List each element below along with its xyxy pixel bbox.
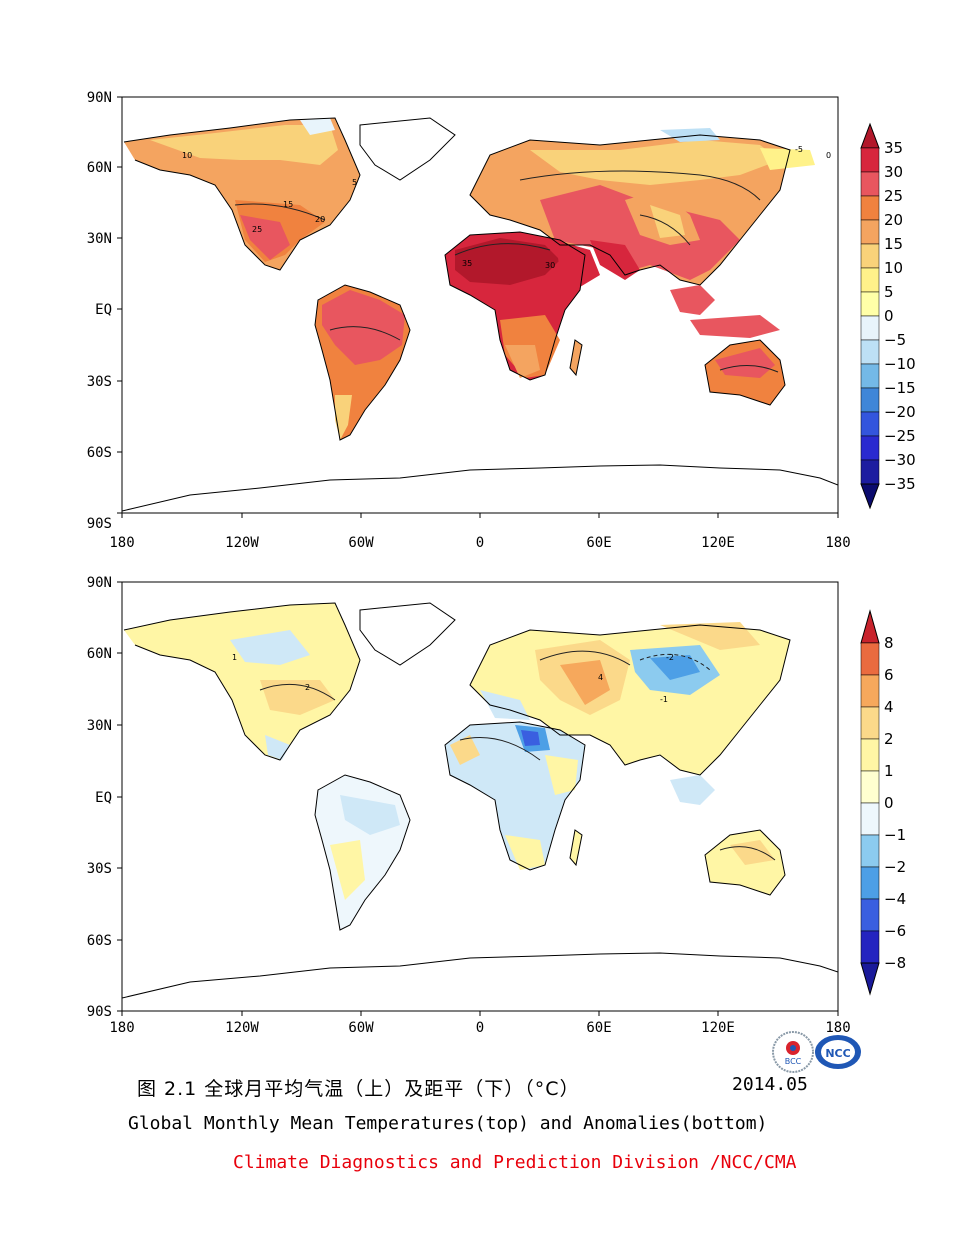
contour-label: 2 xyxy=(305,683,310,692)
contour-label: 20 xyxy=(315,215,325,224)
bottom-lon-label: 120E xyxy=(701,1020,735,1036)
bottom-lon-label: 180 xyxy=(825,1020,850,1036)
top-lat-label: 30S xyxy=(87,374,112,390)
figure-caption-chinese: 图 2.1 全球月平均气温（上）及距平（下）（°C） xyxy=(137,1078,580,1100)
contour-label: -2 xyxy=(666,653,674,662)
bottom-lon-label: 60W xyxy=(348,1020,374,1036)
bottom-contour-labels: 4 2 1 -1 -2 xyxy=(232,653,674,704)
bottom-anomaly-fill xyxy=(122,602,838,999)
ncc-logo-text: NCC xyxy=(825,1047,850,1060)
top-colorbar-labels: 35 30 25 20 15 10 5 0 −5 −10 −15 −20 −25… xyxy=(884,139,916,493)
contour-label: 1 xyxy=(232,653,237,662)
figure-date: 2014.05 xyxy=(732,1074,808,1095)
top-contour-labels: 35 30 25 20 15 10 5 -5 0 xyxy=(182,145,831,270)
top-lat-label: 30N xyxy=(87,231,112,247)
contour-label: -5 xyxy=(795,145,803,154)
bottom-lon-label: 0 xyxy=(476,1020,484,1036)
colorbar-label: 0 xyxy=(884,794,894,812)
colorbar-label: 4 xyxy=(884,698,894,716)
contour-label: 15 xyxy=(283,200,293,209)
top-lon-label: 120W xyxy=(225,535,259,551)
top-temperature-fill xyxy=(122,117,838,512)
top-lon-label: 60E xyxy=(586,535,611,551)
top-lon-label: 60W xyxy=(348,535,374,551)
colorbar-label: 30 xyxy=(884,163,903,181)
contour-label: 10 xyxy=(182,151,192,160)
contour-label: 25 xyxy=(252,225,262,234)
top-ticks xyxy=(117,96,839,518)
bottom-lat-label: 90S xyxy=(87,1004,112,1020)
top-lon-label: 180 xyxy=(825,535,850,551)
top-lon-labels: 180 120W 60W 0 60E 120E 180 xyxy=(109,535,850,551)
figure-caption-english: Global Monthly Mean Temperatures(top) an… xyxy=(128,1113,768,1134)
colorbar-label: 8 xyxy=(884,634,894,652)
top-colorbar xyxy=(860,122,880,510)
contour-label: 4 xyxy=(598,673,603,682)
contour-label: 30 xyxy=(545,261,555,270)
contour-label: 0 xyxy=(826,151,831,160)
top-lat-label: 90N xyxy=(87,90,112,106)
colorbar-label: −8 xyxy=(884,954,906,972)
colorbar-label: −2 xyxy=(884,858,906,876)
top-lon-label: 120E xyxy=(701,535,735,551)
colorbar-label: 0 xyxy=(884,307,894,325)
ncc-logo: NCC xyxy=(815,1035,861,1069)
top-lat-label: 60N xyxy=(87,160,112,176)
top-lat-label: EQ xyxy=(95,302,112,318)
figure-credit: Climate Diagnostics and Prediction Divis… xyxy=(233,1152,797,1173)
colorbar-label: −20 xyxy=(884,403,916,421)
bottom-lat-label: 60S xyxy=(87,933,112,949)
colorbar-label: 5 xyxy=(884,283,894,301)
bcc-logo-text: BCC xyxy=(785,1057,802,1066)
bottom-lat-label: EQ xyxy=(95,790,112,806)
bottom-colorbar-labels: 8 6 4 2 1 0 −1 −2 −4 −6 −8 xyxy=(884,634,906,972)
colorbar-label: 20 xyxy=(884,211,903,229)
colorbar-label: 2 xyxy=(884,730,894,748)
top-lat-label: 60S xyxy=(87,445,112,461)
bcc-logo: BCC xyxy=(772,1031,814,1073)
bottom-map-panel xyxy=(117,581,839,1016)
top-lon-label: 180 xyxy=(109,535,134,551)
bottom-lat-labels: 90N 60N 30N EQ 30S 60S 90S xyxy=(87,575,112,1020)
colorbar-label: 25 xyxy=(884,187,903,205)
bottom-lon-labels: 180 120W 60W 0 60E 120E 180 xyxy=(109,1020,850,1036)
contour-label: 35 xyxy=(462,259,472,268)
bottom-lat-label: 60N xyxy=(87,646,112,662)
colorbar-label: −25 xyxy=(884,427,916,445)
bottom-lat-label: 30N xyxy=(87,718,112,734)
colorbar-label: −35 xyxy=(884,475,916,493)
top-lon-label: 0 xyxy=(476,535,484,551)
colorbar-label: −5 xyxy=(884,331,906,349)
colorbar-label: −15 xyxy=(884,379,916,397)
colorbar-label: 15 xyxy=(884,235,903,253)
colorbar-label: −1 xyxy=(884,826,906,844)
colorbar-label: 10 xyxy=(884,259,903,277)
colorbar-label: −6 xyxy=(884,922,906,940)
bottom-lon-label: 180 xyxy=(109,1020,134,1036)
contour-label: -1 xyxy=(660,695,668,704)
colorbar-label: 35 xyxy=(884,139,903,157)
colorbar-label: 6 xyxy=(884,666,894,684)
bottom-lon-label: 120W xyxy=(225,1020,259,1036)
colorbar-label: −10 xyxy=(884,355,916,373)
bottom-lon-label: 60E xyxy=(586,1020,611,1036)
bottom-lat-label: 30S xyxy=(87,861,112,877)
top-map-panel xyxy=(117,96,839,518)
colorbar-label: 1 xyxy=(884,762,894,780)
contour-label: 5 xyxy=(352,178,357,187)
colorbar-label: −4 xyxy=(884,890,906,908)
bottom-colorbar xyxy=(860,609,880,996)
bottom-ticks xyxy=(117,581,839,1016)
top-lat-labels: 90N 60N 30N EQ 30S 60S 90S xyxy=(87,90,112,532)
colorbar-label: −30 xyxy=(884,451,916,469)
top-lat-label: 90S xyxy=(87,516,112,532)
bottom-lat-label: 90N xyxy=(87,575,112,591)
